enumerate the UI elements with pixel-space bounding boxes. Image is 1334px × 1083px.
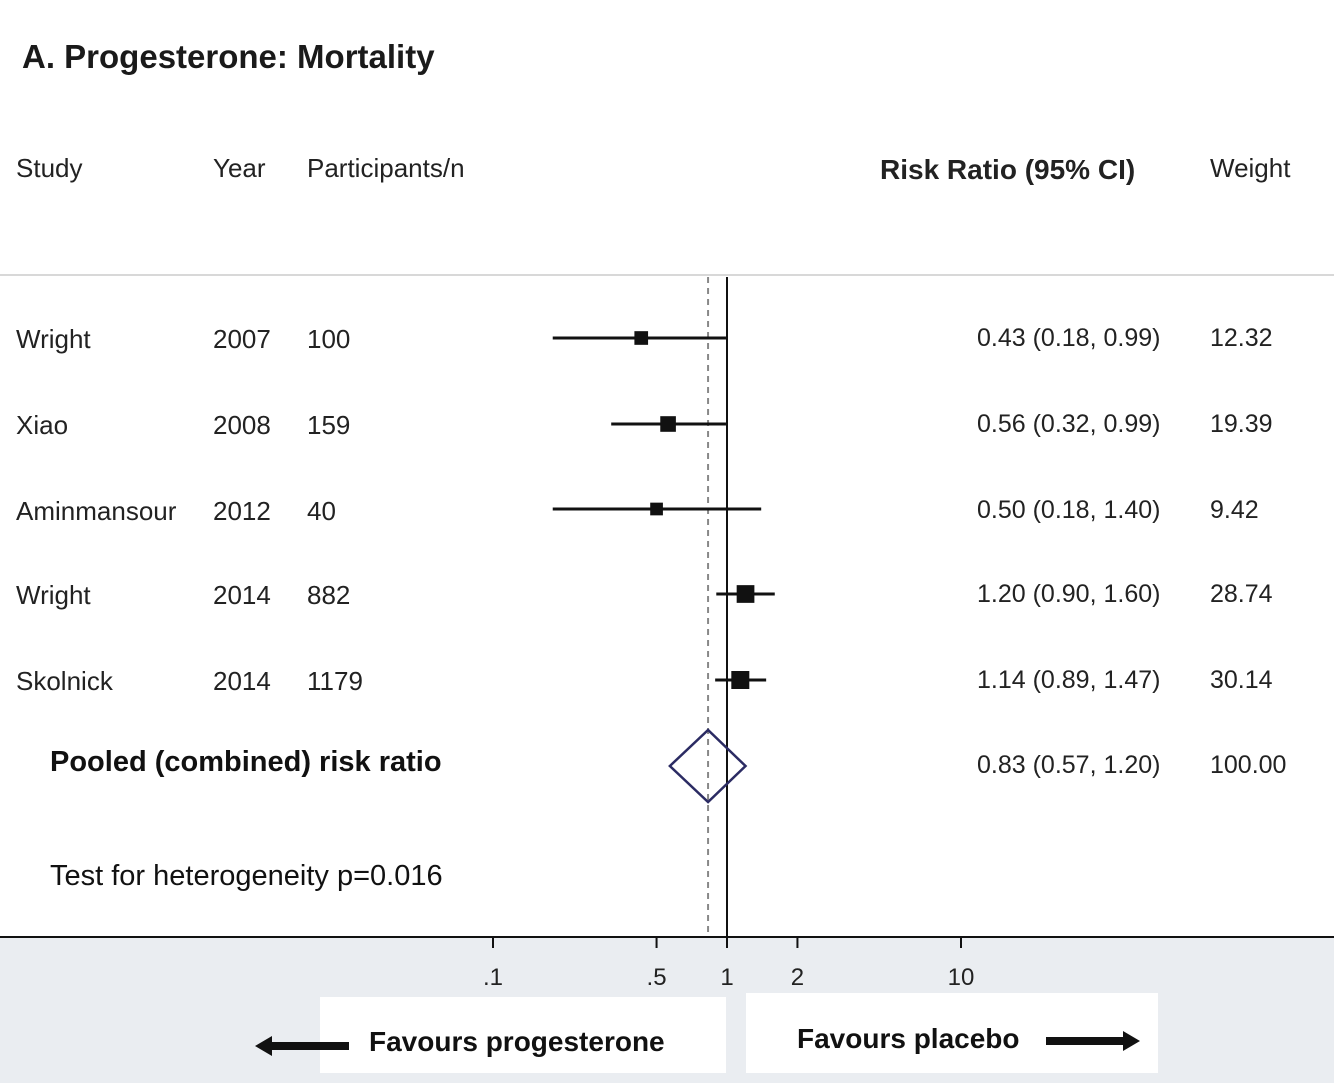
header-weight: Weight xyxy=(1210,153,1291,183)
x-tick-label: .5 xyxy=(647,964,667,991)
favours-placebo-label: Favours placebo xyxy=(797,1023,1020,1054)
row-weight: 30.14 xyxy=(1210,666,1273,694)
pooled-label: Pooled (combined) risk ratio xyxy=(50,746,442,778)
favours-right-box xyxy=(746,993,1158,1073)
header-year: Year xyxy=(213,153,266,183)
row-year: 2014 xyxy=(213,580,271,610)
x-tick-label: 10 xyxy=(948,964,975,991)
row-weight: 9.42 xyxy=(1210,496,1259,524)
point-estimate-box xyxy=(736,585,755,603)
row-participants: 882 xyxy=(307,580,351,610)
row-ci-text: 1.20 (0.90, 1.60) xyxy=(977,580,1161,608)
row-weight: 28.74 xyxy=(1210,580,1273,608)
pooled-ci-text: 0.83 (0.57, 1.20) xyxy=(977,751,1161,779)
header-risk-ratio: Risk Ratio (95% CI) xyxy=(880,154,1136,185)
row-study-name: Skolnick xyxy=(16,666,113,696)
row-ci-text: 0.43 (0.18, 0.99) xyxy=(977,324,1161,352)
favours-progesterone-label: Favours progesterone xyxy=(369,1026,665,1057)
favours-left-box xyxy=(320,997,726,1073)
point-estimate-box xyxy=(731,671,750,689)
row-participants: 1179 xyxy=(307,666,363,696)
x-tick-label: 1 xyxy=(720,964,733,991)
row-year: 2012 xyxy=(213,496,271,526)
point-estimate-box xyxy=(650,502,663,516)
row-participants: 159 xyxy=(307,410,351,440)
row-participants: 100 xyxy=(307,324,351,354)
row-year: 2014 xyxy=(213,666,271,696)
point-estimate-box xyxy=(660,416,676,432)
row-participants: 40 xyxy=(307,496,336,526)
row-year: 2007 xyxy=(213,324,271,354)
header-study: Study xyxy=(16,153,83,183)
pooled-weight: 100.00 xyxy=(1210,751,1287,779)
row-ci-text: 0.50 (0.18, 1.40) xyxy=(977,496,1161,524)
row-ci-text: 0.56 (0.32, 0.99) xyxy=(977,410,1161,438)
heterogeneity-test: Test for heterogeneity p=0.016 xyxy=(50,860,443,892)
row-study-name: Wright xyxy=(16,324,91,354)
x-tick-label: .1 xyxy=(483,964,503,991)
row-weight: 12.32 xyxy=(1210,324,1273,352)
point-estimate-box xyxy=(634,331,649,345)
x-tick-label: 2 xyxy=(791,964,804,991)
pooled-diamond xyxy=(668,728,748,804)
row-study-name: Xiao xyxy=(16,410,69,440)
row-weight: 19.39 xyxy=(1210,410,1273,438)
row-study-name: Wright xyxy=(16,580,91,610)
row-ci-text: 1.14 (0.89, 1.47) xyxy=(977,666,1161,694)
chart-title: A. Progesterone: Mortality xyxy=(22,38,435,75)
row-study-name: Aminmansour xyxy=(16,496,177,526)
header-participants: Participants/n xyxy=(307,153,465,183)
row-year: 2008 xyxy=(213,410,271,440)
arrow-left-icon xyxy=(255,1036,349,1056)
arrow-right-icon xyxy=(1046,1031,1140,1051)
